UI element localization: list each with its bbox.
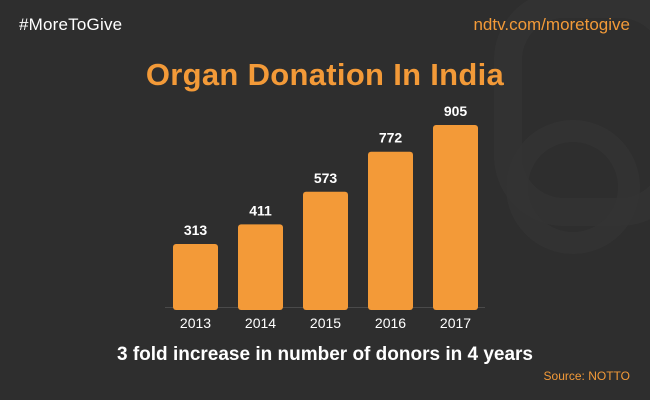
site-link[interactable]: ndtv.com/moretogive [473,15,630,34]
data-label-2017: 905 [444,103,468,119]
chart-caption: 3 fold increase in number of donors in 4… [117,344,533,365]
x-tick-label-2017: 2017 [440,315,471,331]
x-tick-label-2016: 2016 [375,315,406,331]
data-label-2016: 772 [379,130,403,146]
hashtag-label: #MoreToGive [19,15,123,34]
x-tick-label-2013: 2013 [180,315,211,331]
source-note: Source: NOTTO [543,369,630,383]
bar-2014 [238,224,283,310]
bar-2016 [368,151,413,310]
bar-2017 [433,125,478,310]
bar-2013 [173,244,218,310]
chart-title: Organ Donation In India [145,57,505,92]
data-label-2013: 313 [184,222,208,238]
bar-2015 [303,191,348,310]
x-tick-label-2015: 2015 [310,315,341,331]
x-tick-label-2014: 2014 [245,315,276,331]
data-label-2014: 411 [249,202,272,218]
data-label-2015: 573 [314,170,338,186]
